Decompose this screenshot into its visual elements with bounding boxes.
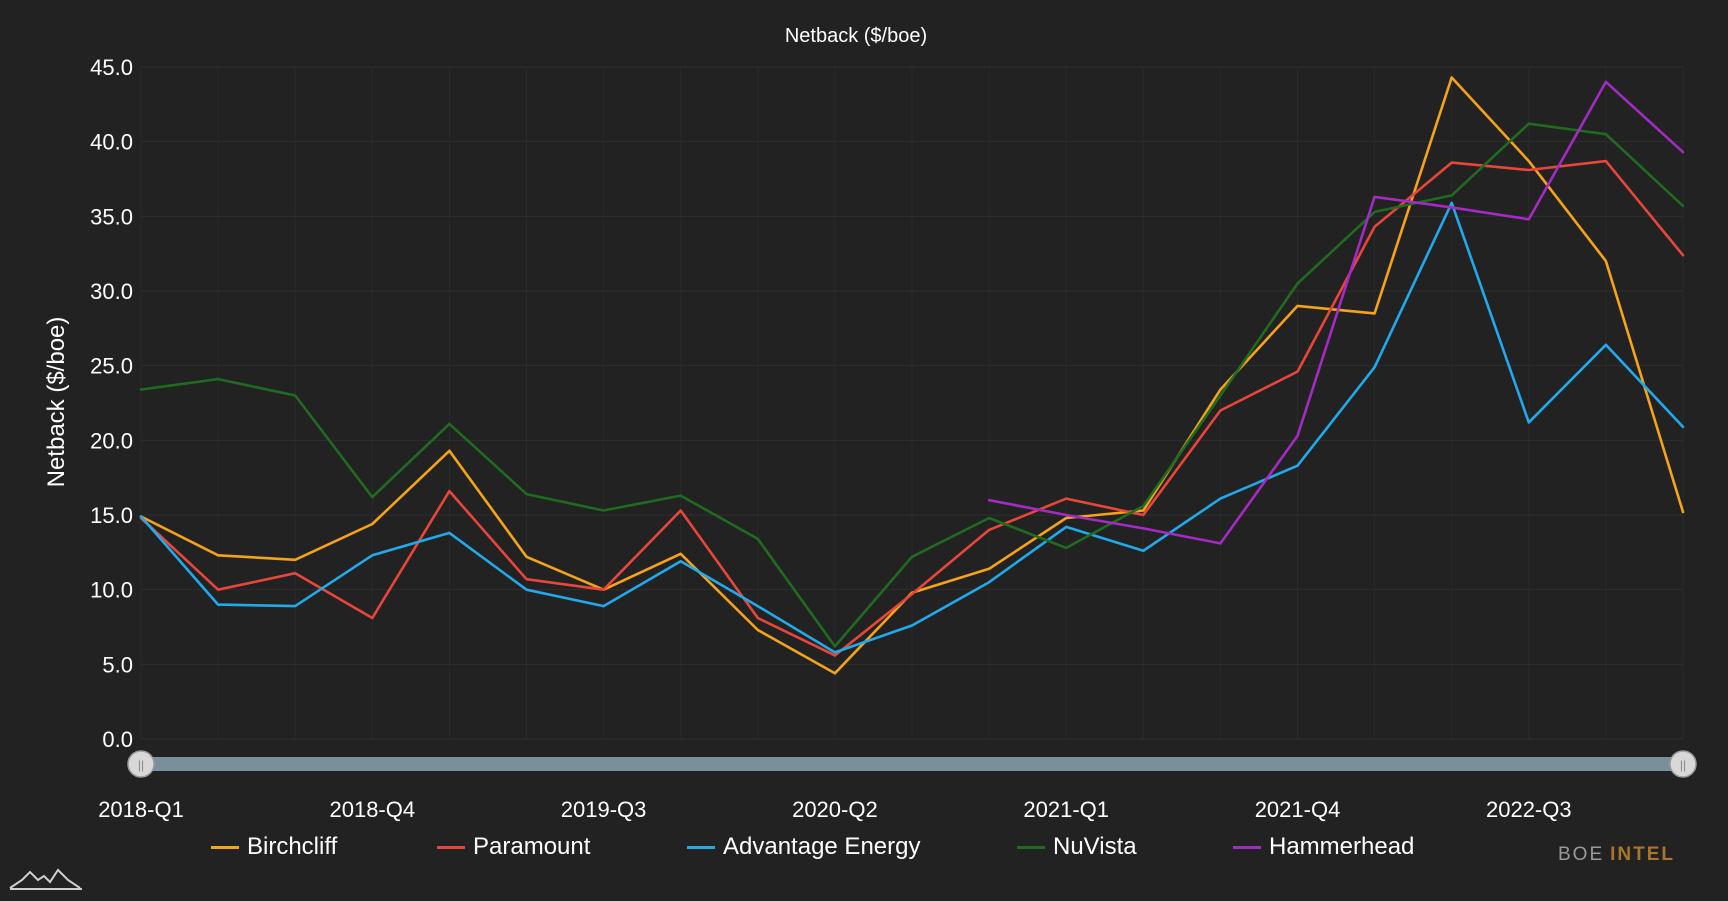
- legend-label: Advantage Energy: [723, 833, 921, 860]
- mountain-logo-icon: [9, 868, 82, 890]
- range-slider-track[interactable]: [141, 757, 1683, 771]
- y-axis-ticks: 0.0 5.0 10.0 15.0 20.0 25.0 30.0 35.0 40.0 45.0: [90, 55, 133, 752]
- y-tick-label: 25.0: [90, 354, 133, 379]
- y-tick-label: 0.0: [102, 727, 133, 752]
- y-tick-label: 45.0: [90, 55, 133, 80]
- y-tick-label: 10.0: [90, 578, 133, 603]
- x-tick-label: 2020-Q2: [792, 797, 878, 822]
- series-line-hammerhead[interactable]: [987, 80, 1685, 545]
- grid-lines: [140, 66, 1684, 740]
- series-lines: [139, 76, 1685, 675]
- range-slider[interactable]: || ||: [127, 750, 1697, 778]
- series-line-advantage-energy[interactable]: [139, 201, 1685, 654]
- brand-logo: BOE INTEL: [1558, 844, 1675, 866]
- series-line-nuvista[interactable]: [139, 122, 1685, 648]
- x-tick-label: 2019-Q3: [561, 797, 647, 822]
- y-tick-label: 20.0: [90, 428, 133, 453]
- y-tick-label: 35.0: [90, 204, 133, 229]
- x-tick-label: 2022-Q3: [1486, 797, 1572, 822]
- y-tick-label: 5.0: [102, 652, 133, 677]
- legend-item-advantage-energy[interactable]: Advantage Energy: [687, 833, 920, 861]
- legend-item-nuvista[interactable]: NuVista: [1017, 833, 1137, 861]
- x-tick-label: 2018-Q4: [329, 797, 415, 822]
- x-axis-ticks: 2018-Q1 2018-Q4 2019-Q3 2020-Q2 2021-Q1 2021-…: [98, 797, 1571, 822]
- range-slider-end-handle[interactable]: [1669, 750, 1697, 778]
- chart-title: Netback ($/boe): [785, 25, 927, 47]
- y-tick-label: 30.0: [90, 279, 133, 304]
- series-line-paramount[interactable]: [139, 159, 1685, 657]
- x-tick-label: 2021-Q1: [1023, 797, 1109, 822]
- legend-swatch-nuvista: [1017, 845, 1045, 849]
- range-slider-end-grip: ||: [1680, 758, 1686, 772]
- legend-label: Paramount: [473, 833, 591, 860]
- y-tick-label: 15.0: [90, 503, 133, 528]
- legend-item-hammerhead[interactable]: Hammerhead: [1233, 833, 1414, 861]
- legend-item-paramount[interactable]: Paramount: [437, 833, 590, 861]
- y-axis-label: Netback ($/boe): [43, 317, 70, 488]
- legend-label: NuVista: [1053, 833, 1137, 860]
- y-tick-label: 40.0: [90, 130, 133, 155]
- legend-label: Birchcliff: [247, 833, 338, 860]
- legend-swatch-advantage-energy: [687, 845, 715, 849]
- range-slider-start-grip: ||: [138, 758, 144, 772]
- brand-boe: BOE: [1558, 844, 1605, 865]
- legend-swatch-paramount: [437, 845, 465, 849]
- range-slider-start-handle[interactable]: [127, 750, 155, 778]
- x-tick-label: 2021-Q4: [1255, 797, 1341, 822]
- legend-swatch-hammerhead: [1233, 845, 1261, 849]
- legend-swatch-birchcliff: [211, 845, 239, 849]
- legend-item-birchcliff[interactable]: Birchcliff: [211, 833, 337, 861]
- x-tick-label: 2018-Q1: [98, 797, 184, 822]
- brand-intel: INTEL: [1610, 844, 1676, 865]
- legend-label: Hammerhead: [1269, 833, 1415, 860]
- legend: Birchcliff Paramount Advantage Energy Nu…: [0, 833, 1728, 867]
